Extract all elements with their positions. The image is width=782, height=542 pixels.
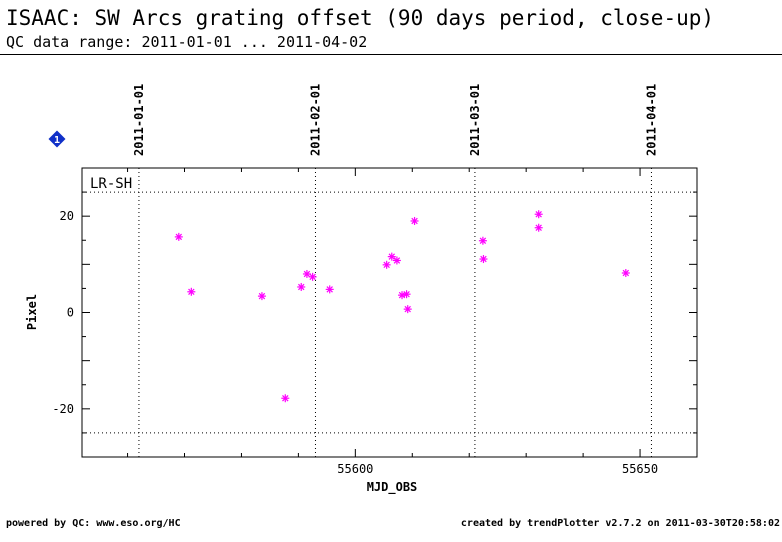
y-tick-label: 0 [67,306,74,320]
date-marker-label: 2011-02-01 [308,84,322,156]
data-point [403,305,412,314]
data-point [621,269,630,278]
data-point [174,232,183,241]
data-point [392,256,401,265]
y-tick-label: 20 [60,209,74,223]
data-point [257,292,266,301]
header-divider [0,54,782,55]
footer-created-by: created by trendPlotter v2.7.2 on 2011-0… [460,518,780,529]
chart-title: ISAAC: SW Arcs grating offset (90 days p… [6,6,715,30]
date-marker-label: 2011-03-01 [468,84,482,156]
data-point [410,216,419,225]
data-point [325,285,334,294]
data-point [302,269,311,278]
data-point [297,282,306,291]
data-range-subtitle: QC data range: 2011-01-01 ... 2011-04-02 [6,33,368,51]
x-tick-label: 55600 [337,462,373,476]
x-tick-label: 55650 [622,462,658,476]
data-point [479,255,488,264]
data-point [478,236,487,245]
panel-label: LR-SH [90,176,132,192]
info-badge-icon[interactable]: 1 [48,130,66,148]
data-point [387,252,396,261]
data-point [382,260,391,269]
data-point [402,290,411,299]
info-badge-label: 1 [54,135,60,146]
y-axis-label: Pixel [25,294,39,330]
scatter-chart: 1 LR-SH 2011-01-01 2011-02-01 2011-03-01 20… [25,84,698,495]
data-point [534,223,543,232]
data-point [308,272,317,281]
data-point [534,210,543,219]
footer-powered-by: powered by QC: www.eso.org/HC [6,518,181,529]
data-point [281,394,290,403]
data-point [187,287,196,296]
plot-frame [81,167,698,458]
x-axis-label: MJD_OBS [367,480,418,495]
date-marker-label: 2011-01-01 [132,84,146,156]
y-tick-label: -20 [52,402,74,416]
date-marker-label: 2011-04-01 [644,84,658,156]
